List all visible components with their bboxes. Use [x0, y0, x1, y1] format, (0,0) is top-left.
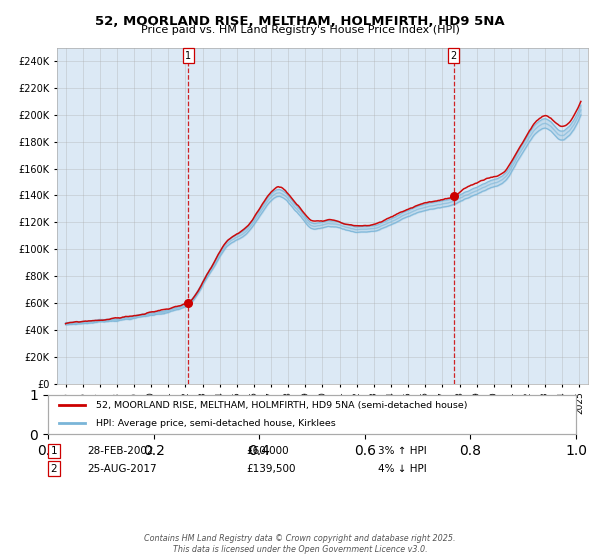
Text: 2: 2 [451, 50, 457, 60]
Text: 1: 1 [50, 446, 58, 456]
Text: 2: 2 [50, 464, 58, 474]
Text: 28-FEB-2002: 28-FEB-2002 [87, 446, 154, 456]
Text: 4% ↓ HPI: 4% ↓ HPI [378, 464, 427, 474]
Text: HPI: Average price, semi-detached house, Kirklees: HPI: Average price, semi-detached house,… [95, 419, 335, 428]
Text: £60,000: £60,000 [246, 446, 289, 456]
Text: 1: 1 [185, 50, 191, 60]
Text: £139,500: £139,500 [246, 464, 296, 474]
Text: Price paid vs. HM Land Registry's House Price Index (HPI): Price paid vs. HM Land Registry's House … [140, 25, 460, 35]
Text: 52, MOORLAND RISE, MELTHAM, HOLMFIRTH, HD9 5NA (semi-detached house): 52, MOORLAND RISE, MELTHAM, HOLMFIRTH, H… [95, 401, 467, 410]
Text: 52, MOORLAND RISE, MELTHAM, HOLMFIRTH, HD9 5NA: 52, MOORLAND RISE, MELTHAM, HOLMFIRTH, H… [95, 15, 505, 27]
Text: Contains HM Land Registry data © Crown copyright and database right 2025.
This d: Contains HM Land Registry data © Crown c… [144, 534, 456, 554]
Text: 25-AUG-2017: 25-AUG-2017 [87, 464, 157, 474]
Text: 3% ↑ HPI: 3% ↑ HPI [378, 446, 427, 456]
